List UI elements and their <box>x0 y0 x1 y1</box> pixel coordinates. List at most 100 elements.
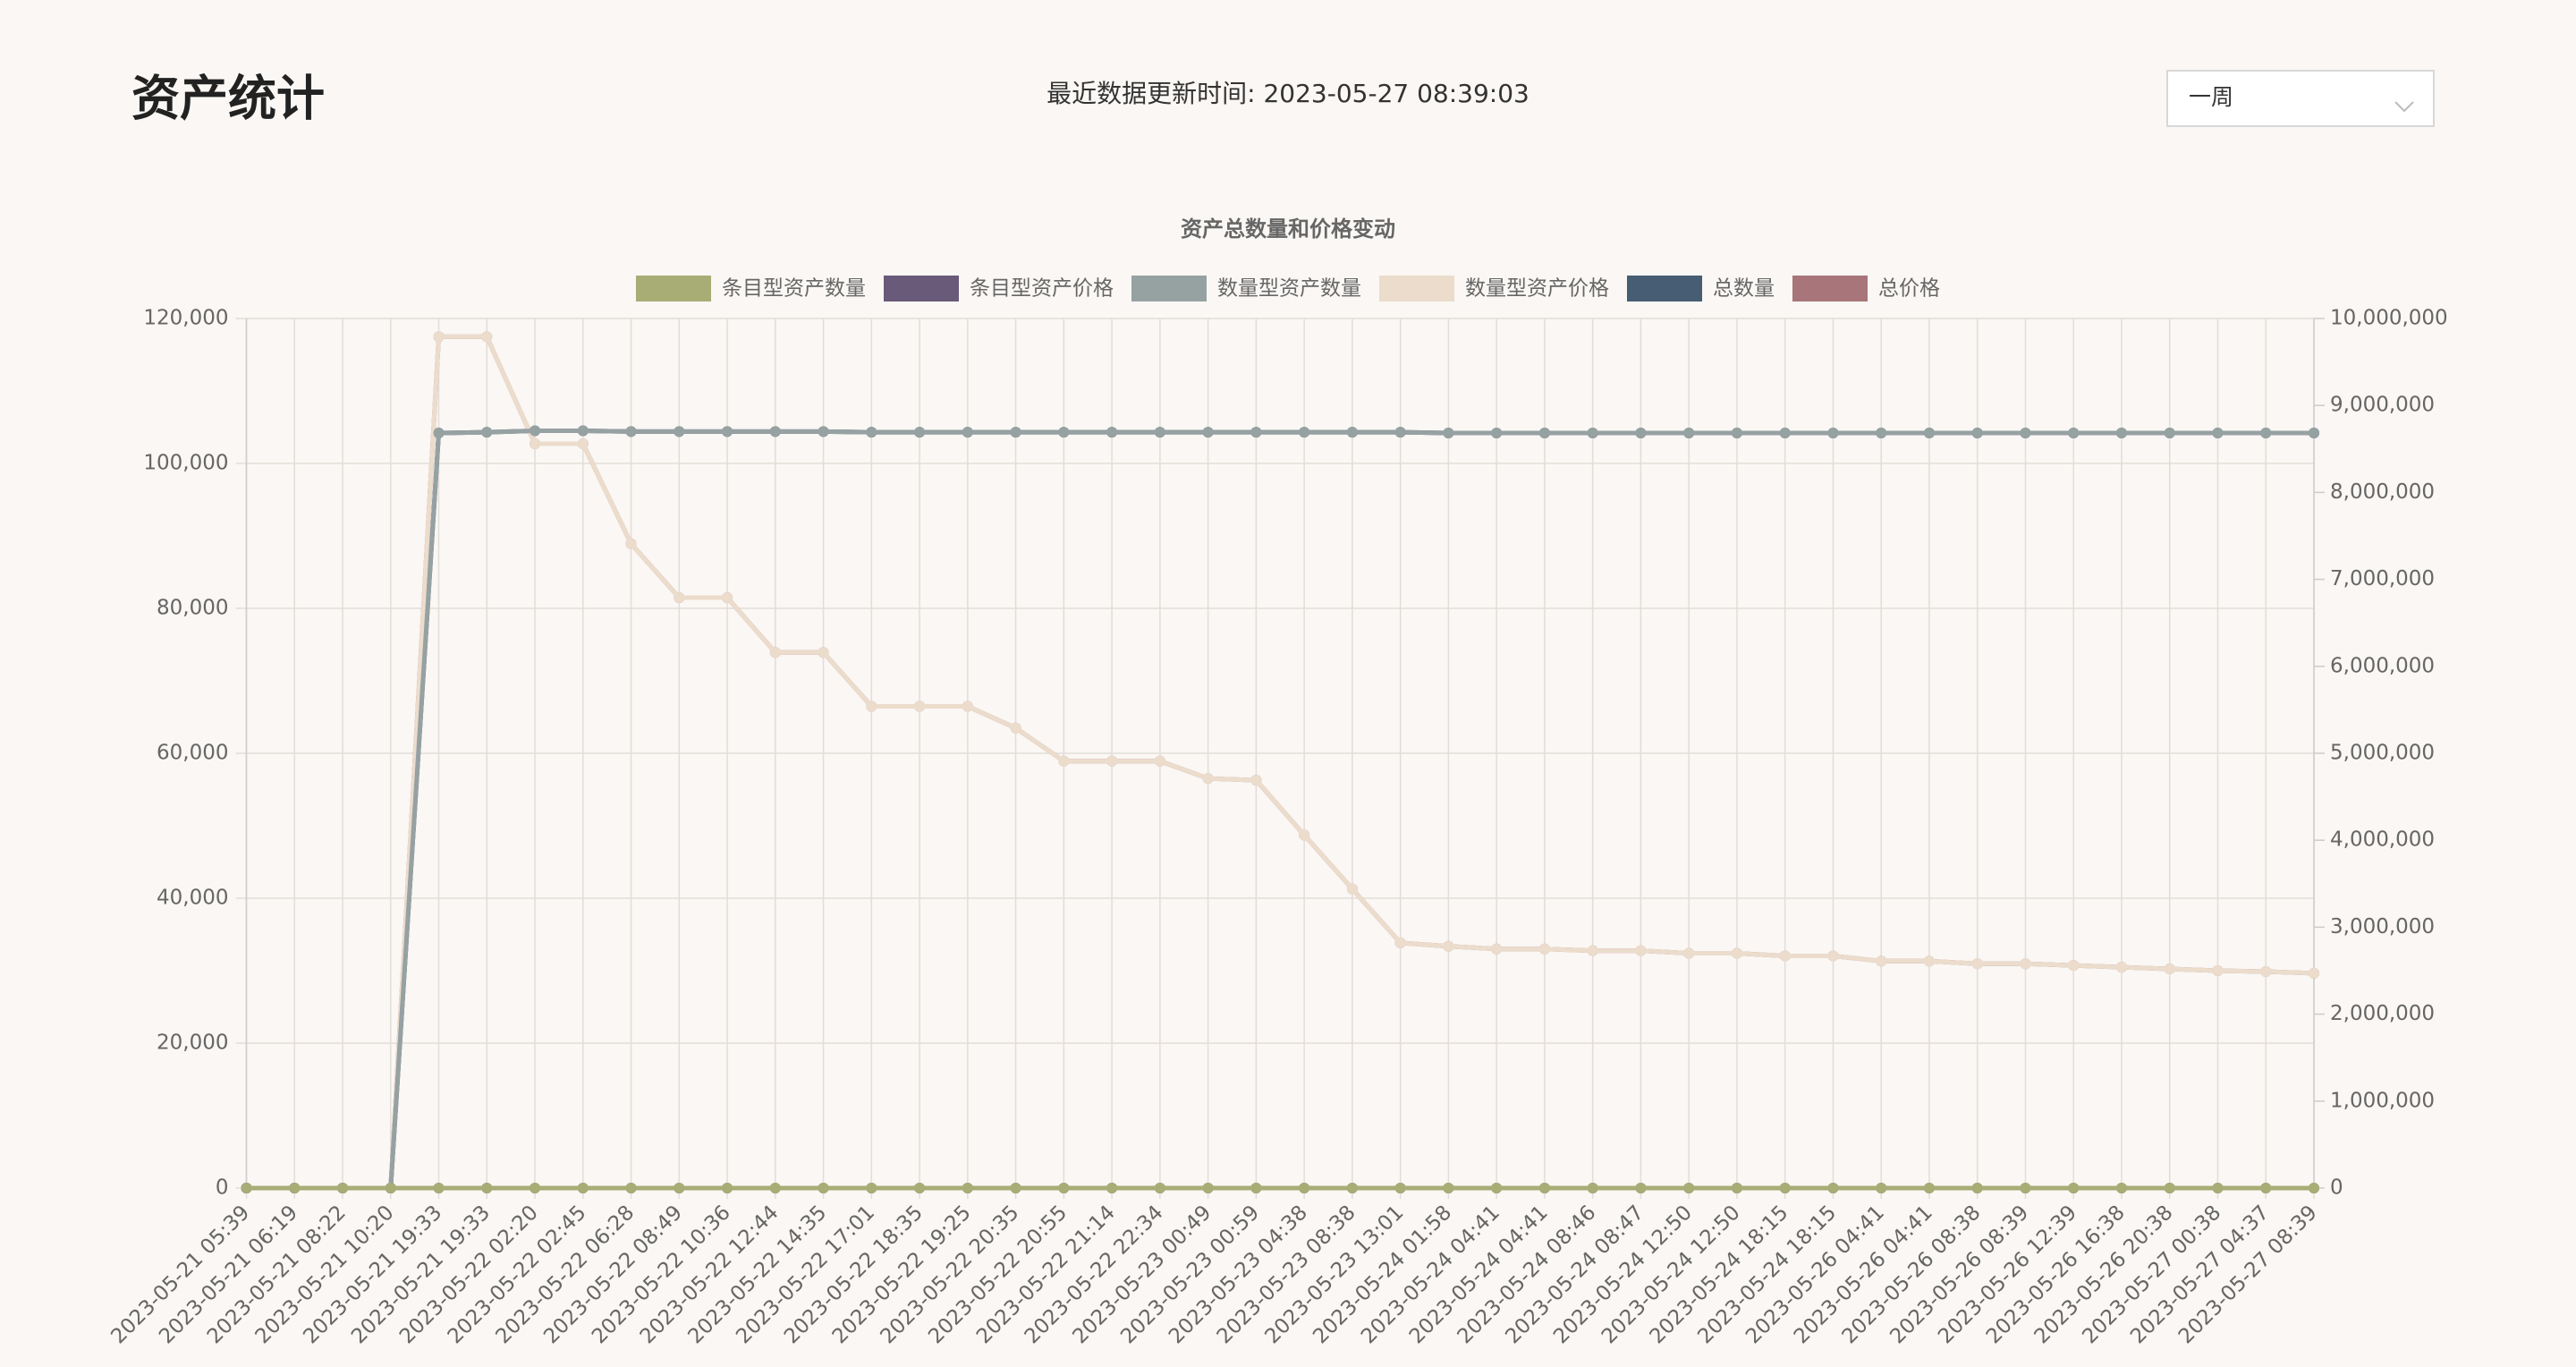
data-point <box>2260 965 2272 977</box>
data-point <box>1394 1183 1406 1193</box>
data-point <box>914 1183 926 1193</box>
data-point <box>577 425 589 437</box>
data-point <box>818 426 829 437</box>
data-point <box>1346 883 1358 895</box>
data-point <box>1923 427 1935 438</box>
data-point <box>674 1183 685 1193</box>
data-point <box>1250 1183 1262 1193</box>
data-point <box>769 647 781 658</box>
y2-tick-label: 7,000,000 <box>2330 567 2435 590</box>
data-point <box>481 1183 493 1193</box>
y-tick-label: 100,000 <box>143 452 228 475</box>
data-point <box>1058 755 1070 767</box>
data-point <box>962 1183 973 1193</box>
data-point <box>577 1183 589 1193</box>
data-point <box>769 426 781 437</box>
data-point <box>481 331 493 343</box>
data-point <box>722 426 733 437</box>
data-point <box>1443 427 1454 438</box>
data-point <box>2260 1183 2272 1193</box>
data-point <box>1346 1183 1358 1193</box>
data-point <box>2115 1183 2127 1193</box>
data-point <box>674 426 685 437</box>
data-point <box>769 1183 781 1193</box>
y-tick-label: 60,000 <box>157 742 228 765</box>
legend-swatch <box>1627 276 1702 301</box>
dropdown-value[interactable]: 一周 <box>2189 84 2233 110</box>
y2-tick-label: 3,000,000 <box>2330 915 2435 938</box>
data-point <box>2260 427 2272 438</box>
data-point <box>1443 940 1454 952</box>
data-point <box>241 1183 252 1193</box>
data-point <box>1299 427 1310 438</box>
dropdown-box[interactable] <box>2166 70 2435 127</box>
data-point <box>1299 1183 1310 1193</box>
y2-tick-label: 5,000,000 <box>2330 742 2435 765</box>
data-point <box>1538 427 1550 438</box>
data-point <box>1779 950 1791 962</box>
data-point <box>1202 773 1214 785</box>
data-point <box>1058 1183 1070 1193</box>
data-point <box>1827 950 1839 962</box>
data-point <box>337 1183 349 1193</box>
legend-label: 条目型资产价格 <box>970 277 1114 301</box>
data-point <box>433 331 445 343</box>
data-point <box>1731 427 1742 438</box>
data-point <box>818 647 829 658</box>
data-point <box>722 1183 733 1193</box>
data-point <box>2115 427 2127 438</box>
dropdown-chevron <box>2394 101 2414 113</box>
data-point <box>481 427 493 438</box>
series-line <box>246 429 2314 1191</box>
data-point <box>2164 427 2175 438</box>
data-point <box>1010 1183 1021 1193</box>
y2-tick-label: 10,000,000 <box>2330 307 2448 330</box>
data-point <box>2309 1183 2319 1193</box>
data-point <box>1635 945 1647 956</box>
data-point <box>1538 943 1550 955</box>
data-point <box>1827 427 1839 438</box>
data-point <box>1683 427 1695 438</box>
data-point <box>1779 427 1791 438</box>
data-point <box>914 700 926 712</box>
data-point <box>2309 967 2319 979</box>
data-point <box>1250 775 1262 786</box>
legend-item: 总价格 <box>1792 276 1940 301</box>
data-point <box>866 427 877 438</box>
series-line <box>246 334 2315 1191</box>
data-point <box>1923 955 1935 967</box>
data-point <box>2115 962 2127 973</box>
data-point <box>1491 427 1503 438</box>
data-point <box>1106 427 1118 438</box>
data-point <box>1876 955 1887 967</box>
y2-tick-label: 4,000,000 <box>2330 828 2435 852</box>
page-title: 资产统计 <box>131 71 325 127</box>
data-point <box>2020 427 2031 438</box>
data-point <box>530 437 541 449</box>
data-point <box>722 592 733 604</box>
data-point <box>2309 427 2319 438</box>
legend-swatch <box>884 276 959 301</box>
data-point <box>1827 1183 1839 1193</box>
data-point <box>2212 427 2224 438</box>
legend-swatch <box>636 276 711 301</box>
data-point <box>866 700 877 712</box>
data-point <box>1683 947 1695 959</box>
data-point <box>1010 427 1021 438</box>
y-tick-label: 0 <box>216 1176 229 1200</box>
legend-item: 条目型资产价格 <box>884 276 1114 301</box>
legend-swatch <box>1379 276 1454 301</box>
range-dropdown[interactable]: 一周 <box>2166 70 2435 127</box>
y2-tick-label: 6,000,000 <box>2330 654 2435 677</box>
data-point <box>1538 1183 1550 1193</box>
legend-label: 条目型资产数量 <box>722 277 866 301</box>
legend-item: 数量型资产价格 <box>1379 276 1609 301</box>
data-point <box>385 1183 396 1193</box>
data-point <box>1587 1183 1598 1193</box>
legend-label: 数量型资产数量 <box>1217 277 1361 301</box>
data-point <box>1731 1183 1742 1193</box>
data-point <box>289 1183 301 1193</box>
data-point <box>2212 1183 2224 1193</box>
